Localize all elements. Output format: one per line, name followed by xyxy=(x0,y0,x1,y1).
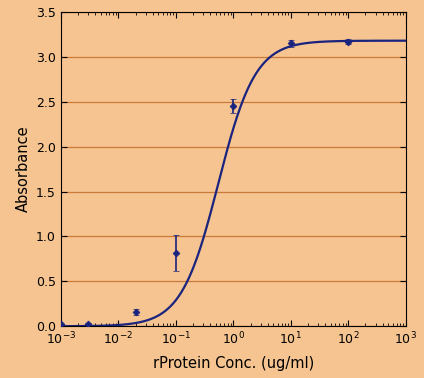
Y-axis label: Absorbance: Absorbance xyxy=(15,126,31,212)
X-axis label: rProtein Conc. (ug/ml): rProtein Conc. (ug/ml) xyxy=(153,356,314,371)
